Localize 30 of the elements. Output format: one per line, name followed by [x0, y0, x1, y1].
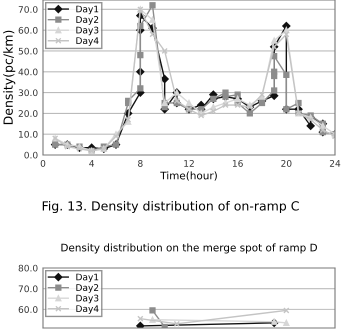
caption: Fig. 13. Density distribution of on-ramp C [42, 200, 299, 214]
legend-label: Day3 [76, 26, 98, 36]
y-tick-label: 40.0 [18, 68, 38, 76]
legend-label: Day4 [76, 37, 99, 46]
y-tick-label: 70.0 [18, 6, 38, 13]
y-tick-label: 10.0 [19, 130, 38, 138]
y-tick-label: 30.0 [18, 89, 38, 96]
x-axis-title: Time(hour) [160, 171, 217, 181]
x-tick-label: 12 [184, 160, 194, 167]
y-tick-label: 80.0 [18, 264, 38, 272]
legend-label: Day2 [76, 16, 98, 25]
x-tick-label: 0 [40, 160, 46, 167]
x-tick-label: 24 [330, 160, 340, 167]
y-tick-label: 60.0 [18, 306, 38, 313]
y-tick-label: 70.0 [18, 285, 38, 292]
y-tick-label: 60.0 [18, 26, 38, 34]
y-tick-label: 20.0 [18, 110, 38, 117]
legend-label: Day1 [76, 6, 98, 14]
y-tick-label: 50.0 [18, 48, 38, 55]
x-tick-label: 8 [138, 160, 143, 167]
chart-title: Density distribution on the merge spot of ramp D [61, 243, 317, 254]
x-tick-label: 20 [281, 160, 292, 167]
x-tick-label: 16 [232, 160, 243, 167]
legend-label: Day1 [76, 274, 98, 282]
legend-label: Day3 [76, 294, 98, 304]
y-axis-title: Density(pc/km) [3, 30, 16, 124]
y-tick-label: 0.0 [24, 152, 38, 159]
x-tick-label: 4 [89, 160, 94, 167]
legend-label: Day2 [76, 284, 98, 293]
legend-label: Day4 [76, 305, 99, 314]
